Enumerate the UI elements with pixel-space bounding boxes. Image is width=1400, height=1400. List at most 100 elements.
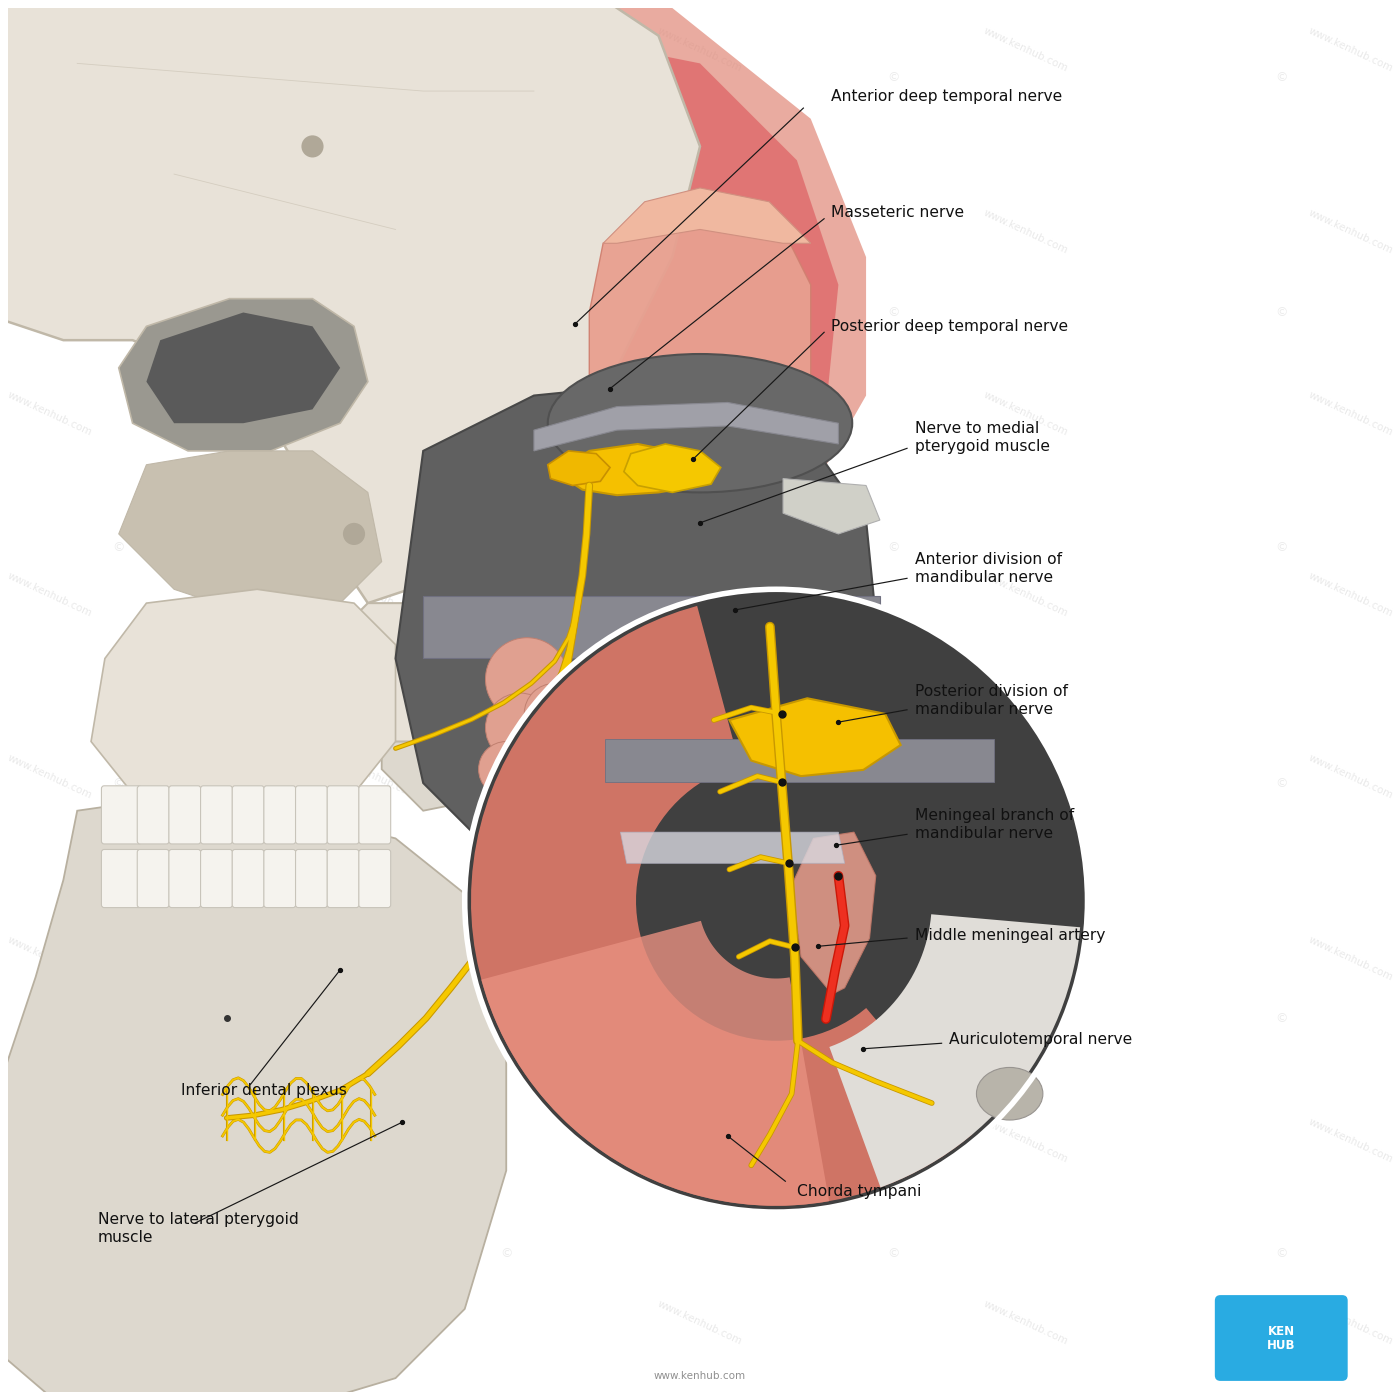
Text: www.kenhub.com: www.kenhub.com (6, 935, 94, 983)
Text: ©: © (1275, 307, 1288, 319)
Text: Masseteric nerve: Masseteric nerve (832, 206, 965, 220)
Polygon shape (493, 0, 867, 533)
Text: Nerve to lateral pterygoid
muscle: Nerve to lateral pterygoid muscle (98, 1212, 298, 1245)
Polygon shape (554, 444, 714, 496)
Text: ©: © (500, 307, 512, 319)
FancyBboxPatch shape (295, 850, 328, 907)
Polygon shape (533, 35, 839, 533)
Text: www.kenhub.com: www.kenhub.com (6, 1299, 94, 1347)
Circle shape (486, 693, 554, 762)
FancyBboxPatch shape (1215, 1295, 1348, 1380)
Text: www.kenhub.com: www.kenhub.com (981, 1299, 1070, 1347)
Polygon shape (0, 0, 700, 603)
Polygon shape (589, 216, 811, 493)
Text: www.kenhub.com: www.kenhub.com (657, 753, 743, 801)
Polygon shape (605, 739, 994, 783)
Text: www.kenhub.com: www.kenhub.com (1306, 389, 1394, 437)
FancyBboxPatch shape (295, 785, 328, 844)
Ellipse shape (547, 354, 853, 493)
FancyBboxPatch shape (101, 850, 141, 907)
Text: www.kenhub.com: www.kenhub.com (1306, 1299, 1394, 1347)
Circle shape (465, 589, 1088, 1212)
Polygon shape (409, 465, 493, 603)
Text: Chorda tympani: Chorda tympani (797, 1184, 921, 1198)
Text: ©: © (1275, 1012, 1288, 1025)
Text: Meningeal branch of
mandibular nerve: Meningeal branch of mandibular nerve (914, 808, 1074, 841)
Text: Posterior division of
mandibular nerve: Posterior division of mandibular nerve (914, 683, 1068, 717)
Circle shape (301, 136, 323, 157)
Text: www.kenhub.com: www.kenhub.com (981, 207, 1070, 255)
Text: www.kenhub.com: www.kenhub.com (330, 571, 419, 619)
Polygon shape (482, 921, 829, 1205)
Circle shape (486, 638, 568, 721)
Polygon shape (423, 589, 672, 783)
Text: ©: © (1275, 71, 1288, 84)
FancyBboxPatch shape (137, 785, 169, 844)
Text: www.kenhub.com: www.kenhub.com (330, 389, 419, 437)
Text: www.kenhub.com: www.kenhub.com (330, 753, 419, 801)
Text: Auriculotemporal nerve: Auriculotemporal nerve (949, 1032, 1133, 1047)
Polygon shape (603, 188, 811, 244)
Polygon shape (119, 298, 368, 451)
Text: ©: © (1275, 1247, 1288, 1260)
Text: ©: © (112, 1247, 125, 1260)
Polygon shape (547, 451, 610, 486)
Circle shape (524, 683, 585, 745)
Text: ©: © (888, 542, 900, 554)
Polygon shape (829, 914, 1081, 1187)
Text: www.kenhub.com: www.kenhub.com (657, 207, 743, 255)
Text: ©: © (500, 71, 512, 84)
FancyBboxPatch shape (169, 785, 200, 844)
Polygon shape (507, 493, 603, 603)
Text: www.kenhub.com: www.kenhub.com (657, 571, 743, 619)
Text: www.kenhub.com: www.kenhub.com (981, 389, 1070, 437)
Ellipse shape (976, 1067, 1043, 1120)
Text: ©: © (888, 307, 900, 319)
Polygon shape (783, 479, 881, 533)
Text: www.kenhub.com: www.kenhub.com (1306, 207, 1394, 255)
Text: www.kenhub.com: www.kenhub.com (6, 571, 94, 619)
Circle shape (343, 522, 365, 545)
FancyBboxPatch shape (200, 850, 232, 907)
Text: www.kenhub.com: www.kenhub.com (657, 1117, 743, 1165)
Text: Posterior deep temporal nerve: Posterior deep temporal nerve (832, 319, 1068, 333)
Text: www.kenhub.com: www.kenhub.com (330, 25, 419, 74)
Text: ©: © (500, 1247, 512, 1260)
Text: www.kenhub.com: www.kenhub.com (6, 25, 94, 74)
Text: www.kenhub.com: www.kenhub.com (981, 25, 1070, 74)
Text: www.kenhub.com: www.kenhub.com (1306, 1117, 1394, 1165)
Text: Middle meningeal artery: Middle meningeal artery (914, 928, 1105, 942)
FancyBboxPatch shape (200, 785, 232, 844)
Text: ©: © (500, 777, 512, 790)
Text: www.kenhub.com: www.kenhub.com (657, 935, 743, 983)
Text: ©: © (112, 1012, 125, 1025)
Text: www.kenhub.com: www.kenhub.com (654, 1371, 746, 1380)
Text: www.kenhub.com: www.kenhub.com (1306, 935, 1394, 983)
Text: ©: © (1275, 777, 1288, 790)
Text: ©: © (500, 542, 512, 554)
Circle shape (479, 742, 533, 797)
Polygon shape (119, 451, 382, 617)
Polygon shape (729, 699, 900, 776)
Text: ©: © (112, 307, 125, 319)
Polygon shape (624, 444, 721, 493)
Polygon shape (791, 832, 876, 994)
Text: ©: © (888, 71, 900, 84)
Text: ©: © (888, 1012, 900, 1025)
Polygon shape (147, 312, 340, 423)
FancyBboxPatch shape (328, 785, 358, 844)
Text: www.kenhub.com: www.kenhub.com (330, 1117, 419, 1165)
Polygon shape (382, 561, 533, 811)
Polygon shape (533, 402, 839, 451)
Polygon shape (0, 797, 507, 1400)
FancyBboxPatch shape (232, 850, 265, 907)
Text: www.kenhub.com: www.kenhub.com (6, 207, 94, 255)
Text: ©: © (888, 777, 900, 790)
FancyBboxPatch shape (101, 785, 141, 844)
Text: www.kenhub.com: www.kenhub.com (6, 1117, 94, 1165)
Text: www.kenhub.com: www.kenhub.com (1306, 753, 1394, 801)
Polygon shape (326, 603, 533, 742)
Text: ©: © (112, 777, 125, 790)
FancyBboxPatch shape (263, 785, 295, 844)
Text: Anterior division of
mandibular nerve: Anterior division of mandibular nerve (914, 552, 1061, 585)
